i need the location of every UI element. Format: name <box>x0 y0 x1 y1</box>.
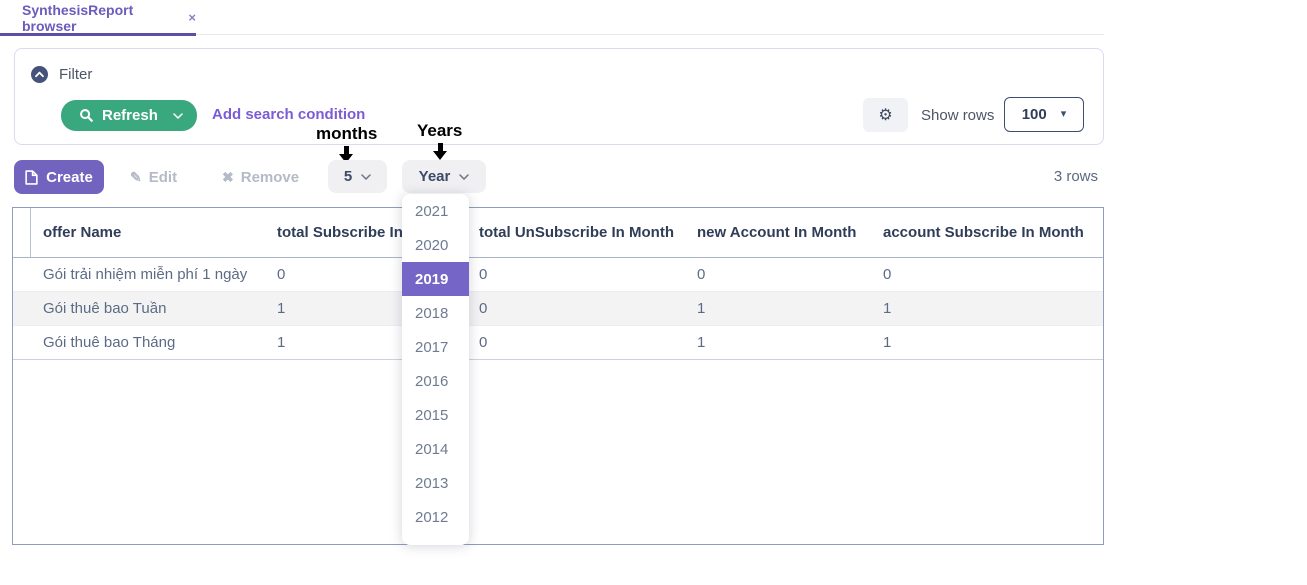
year-option[interactable]: 2012 <box>415 508 449 526</box>
refresh-button[interactable]: Refresh <box>61 100 197 131</box>
chevron-down-icon <box>459 173 470 180</box>
column-header-total-unsubscribe[interactable]: total UnSubscribe In Month <box>479 224 674 241</box>
document-icon <box>25 169 38 185</box>
tab-title: SynthesisReport browser <box>22 1 134 34</box>
cell-offer-name: Gói thuê bao Tháng <box>43 334 176 351</box>
report-table: offer Name total Subscribe In Month tota… <box>12 207 1104 545</box>
cell-total-unsubscribe: 0 <box>479 334 488 351</box>
cell-offer-name: Gói trải nhiệm miễn phí 1 ngày <box>43 266 248 283</box>
search-icon <box>79 108 94 123</box>
cell-total-unsubscribe: 0 <box>479 266 488 283</box>
settings-gear-button[interactable]: ⚙ <box>863 98 908 132</box>
table-row[interactable]: Gói thuê bao Tuần 1 0 1 1 <box>13 292 1103 326</box>
year-option[interactable]: 2017 <box>415 338 449 356</box>
rows-per-page-value: 100 <box>1021 106 1047 123</box>
cell-new-account: 1 <box>697 300 706 317</box>
cell-total-unsubscribe: 0 <box>479 300 488 317</box>
edit-label: Edit <box>148 168 178 186</box>
pencil-icon: ✎ <box>130 168 142 185</box>
create-button[interactable]: Create <box>14 160 104 194</box>
chevron-down-icon[interactable] <box>173 112 183 119</box>
cell-account-subscribe: 1 <box>883 300 892 317</box>
year-option-selected[interactable]: 2019 <box>402 262 469 296</box>
cell-account-subscribe: 0 <box>883 266 892 283</box>
year-option[interactable]: 2014 <box>415 440 449 458</box>
table-row[interactable]: Gói trải nhiệm miễn phí 1 ngày 0 0 0 0 <box>13 258 1103 292</box>
active-tab-underline <box>0 33 196 36</box>
refresh-label: Refresh <box>102 107 158 124</box>
table-row[interactable]: Gói thuê bao Tháng 1 0 1 1 <box>13 326 1103 360</box>
tab-close-icon[interactable]: × <box>188 10 196 25</box>
tab-synthesisreport-browser[interactable]: SynthesisReport browser × <box>0 0 196 36</box>
edit-button[interactable]: ✎ Edit <box>130 160 177 194</box>
table-header-row: offer Name total Subscribe In Month tota… <box>13 208 1103 258</box>
column-header-offer-name[interactable]: offer Name <box>43 224 122 241</box>
gear-icon: ⚙ <box>878 107 893 124</box>
year-option[interactable]: 2018 <box>415 304 449 322</box>
cell-new-account: 0 <box>697 266 706 283</box>
annotation-arrow-months <box>339 146 353 163</box>
remove-label: Remove <box>240 168 300 186</box>
year-dropdown-popup: 2021 2020 2019 2018 2017 2016 2015 2014 … <box>402 194 469 545</box>
cell-new-account: 1 <box>697 334 706 351</box>
caret-down-icon: ▾ <box>1060 108 1067 120</box>
year-option[interactable]: 2020 <box>415 236 449 254</box>
annotation-years-label: Years <box>417 121 463 140</box>
year-option[interactable]: 2021 <box>415 202 449 220</box>
cell-account-subscribe: 1 <box>883 334 892 351</box>
filter-panel: Filter Refresh Add search condition ⚙ Sh… <box>14 48 1104 145</box>
cell-total-subscribe: 1 <box>277 300 286 317</box>
show-rows-label: Show rows <box>921 107 995 124</box>
months-dropdown[interactable]: 5 <box>328 160 387 193</box>
collapse-filter-icon[interactable] <box>31 66 48 83</box>
annotation-months-label: months <box>316 124 378 143</box>
filter-label: Filter <box>59 66 93 83</box>
select-column-header <box>13 208 31 257</box>
column-header-account-subscribe[interactable]: account Subscribe In Month <box>883 224 1084 241</box>
year-dropdown[interactable]: Year <box>402 160 486 193</box>
remove-button[interactable]: ✖ Remove <box>222 160 299 194</box>
year-option[interactable]: 2016 <box>415 372 449 390</box>
months-dropdown-value: 5 <box>343 168 353 185</box>
add-search-condition-link[interactable]: Add search condition <box>212 106 366 123</box>
tab-bar: SynthesisReport browser × <box>0 0 1104 36</box>
cell-total-subscribe: 1 <box>277 334 286 351</box>
rows-per-page-select[interactable]: 100 ▾ <box>1004 97 1084 132</box>
x-icon: ✖ <box>222 168 234 185</box>
cell-offer-name: Gói thuê bao Tuần <box>43 300 167 317</box>
year-dropdown-value: Year <box>418 168 451 185</box>
cell-total-subscribe: 0 <box>277 266 286 283</box>
annotation-arrow-years <box>433 143 447 160</box>
create-label: Create <box>46 168 93 186</box>
year-option[interactable]: 2015 <box>415 406 449 424</box>
column-header-new-account[interactable]: new Account In Month <box>697 224 857 241</box>
year-option[interactable]: 2013 <box>415 474 449 492</box>
chevron-down-icon <box>361 173 371 180</box>
rows-count-label: 3 rows <box>1053 168 1098 185</box>
